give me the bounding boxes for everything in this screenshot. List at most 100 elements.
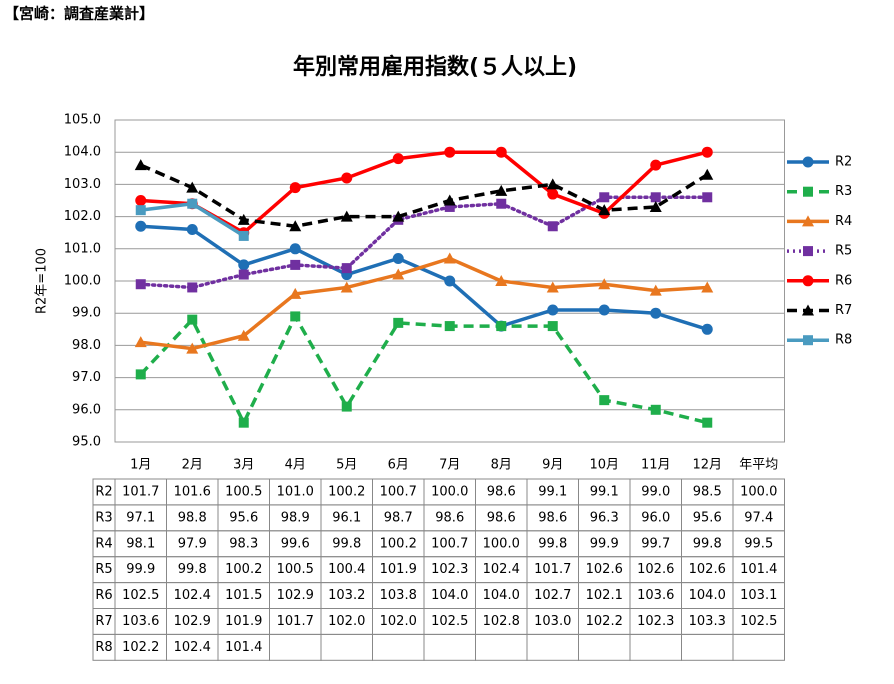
data-point (547, 304, 559, 316)
data-point (598, 304, 610, 316)
data-point (701, 168, 714, 180)
table-cell (732, 633, 785, 661)
table-value: 102.5 (431, 614, 468, 629)
table-cell (629, 633, 682, 661)
series-line (140, 163, 709, 229)
legend-marker (802, 156, 814, 168)
legend-label: R5 (835, 244, 852, 259)
table-value: 100.2 (225, 562, 262, 577)
data-point (599, 395, 610, 406)
table-cell (320, 633, 373, 661)
data-point (547, 321, 558, 332)
data-point (341, 263, 352, 274)
data-point (289, 182, 301, 194)
table-value: 103.2 (328, 588, 365, 603)
table-value: 101.6 (174, 484, 211, 499)
legend-marker (803, 335, 813, 346)
data-point (392, 210, 405, 222)
data-point (186, 223, 198, 235)
table-value: 99.8 (693, 536, 722, 551)
table-value: 103.8 (380, 588, 417, 603)
y-tick-label: 101.0 (64, 241, 101, 256)
table-cell (578, 633, 631, 661)
y-tick-label: 97.0 (72, 370, 101, 385)
table-value: 102.4 (483, 562, 520, 577)
row-header: R4 (95, 536, 112, 551)
data-point (495, 146, 507, 158)
y-tick-label: 100.0 (64, 274, 101, 289)
table-value: 102.5 (122, 588, 159, 603)
data-point (238, 230, 249, 241)
x-tick-label: 2月 (182, 458, 203, 473)
data-point (701, 146, 713, 158)
table-value: 102.0 (328, 614, 365, 629)
data-point (340, 210, 353, 222)
table-value: 102.0 (380, 614, 417, 629)
x-tick-label: 5月 (336, 458, 357, 473)
table-value: 100.2 (328, 484, 365, 499)
table-value: 101.7 (277, 614, 314, 629)
data-point (496, 321, 507, 332)
table-value: 97.1 (126, 510, 155, 525)
table-value: 101.9 (225, 614, 262, 629)
data-point (649, 284, 662, 296)
table-value: 102.9 (174, 614, 211, 629)
data-point (495, 275, 508, 286)
table-value: 100.5 (277, 562, 314, 577)
data-point (701, 281, 714, 293)
data-point (649, 200, 662, 212)
table-value: 98.7 (384, 510, 413, 525)
data-point (341, 172, 353, 184)
table-value: 103.0 (534, 614, 571, 629)
table-value: 98.3 (229, 536, 258, 551)
table-value: 100.4 (328, 562, 365, 577)
data-point (598, 204, 611, 216)
table-value: 102.2 (586, 614, 623, 629)
table-value: 100.0 (431, 484, 468, 499)
row-header: R7 (95, 614, 112, 629)
table-value: 101.7 (122, 484, 159, 499)
table-value: 97.4 (744, 510, 773, 525)
x-tick-label: 3月 (233, 458, 254, 473)
table-value: 99.1 (538, 484, 567, 499)
series-line (139, 312, 708, 427)
data-point (547, 221, 558, 232)
y-axis-label: R2年=100 (35, 248, 50, 314)
table-value: 103.6 (637, 588, 674, 603)
table-value: 102.5 (740, 614, 777, 629)
table-value: 102.4 (174, 640, 211, 655)
x-tick-label: 12月 (692, 458, 722, 473)
data-point (546, 178, 559, 190)
table-value: 102.4 (174, 588, 211, 603)
row-header: R5 (95, 562, 112, 577)
table-value: 98.6 (538, 510, 567, 525)
table-value: 99.1 (590, 484, 619, 499)
data-point (134, 159, 147, 171)
row-header: R3 (95, 510, 112, 525)
table-value: 104.0 (689, 588, 726, 603)
table-cell (475, 633, 528, 661)
x-tick-label: 11月 (641, 458, 671, 473)
table-value: 98.9 (281, 510, 310, 525)
table-value: 99.8 (538, 536, 567, 551)
table-value: 99.7 (641, 536, 670, 551)
data-point (238, 259, 250, 271)
table-value: 101.4 (225, 640, 262, 655)
data-point (341, 401, 352, 412)
data-point (443, 252, 456, 264)
data-point (340, 281, 353, 293)
x-tick-label: 8月 (491, 458, 512, 473)
data-point (650, 192, 661, 203)
legend-label: R2 (835, 155, 852, 170)
data-point (290, 259, 301, 270)
data-point (444, 321, 455, 332)
table-value: 98.8 (178, 510, 207, 525)
y-tick-label: 104.0 (64, 145, 101, 160)
y-tick-label: 98.0 (72, 338, 101, 353)
y-tick-label: 95.0 (72, 435, 101, 450)
table-value: 102.7 (534, 588, 571, 603)
table-cell (269, 633, 322, 661)
y-tick-label: 99.0 (72, 306, 101, 321)
table-value: 100.7 (380, 484, 417, 499)
